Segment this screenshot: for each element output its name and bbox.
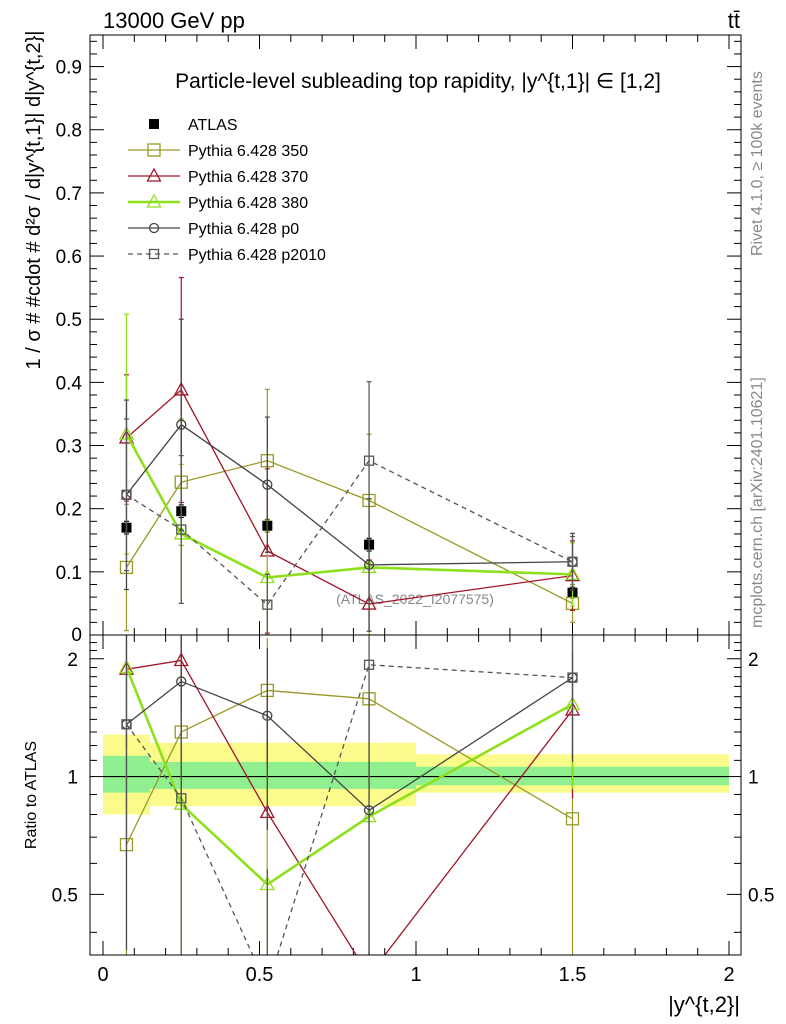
ratio-point-p2010 xyxy=(176,793,187,804)
ratio-y-tick-label: 2 xyxy=(67,650,78,671)
ratio-panel: 0.5 0.5 1 1 2 2 0 0.5 1 1.5 2 Ratio to ATLAS |y^{t… xyxy=(23,634,774,1017)
x-tick-label: 0.5 xyxy=(246,964,274,986)
main-y-tick-label: 0.1 xyxy=(56,563,82,584)
ratio-y-tick-label: 1 xyxy=(67,768,78,789)
main-y-tick-label: 0.6 xyxy=(56,247,82,268)
legend: ATLAS Pythia 6.428 350 Pythia 6.428 370 Pyt… xyxy=(128,117,326,264)
series-p380 xyxy=(118,313,581,635)
ratio-point-p2010 xyxy=(363,659,375,670)
series-line-p380 xyxy=(125,433,573,579)
ratio-point-p0 xyxy=(176,676,187,687)
main-y-tick-label: 0.8 xyxy=(56,121,82,142)
ratio-point-p2010 xyxy=(567,672,578,683)
main-y-tick-label: 0.5 xyxy=(56,310,82,331)
chart-title: Particle-level subleading top rapidity, … xyxy=(175,70,661,93)
ratio-y-tick-label-right: 0.5 xyxy=(748,885,774,906)
ratio-point-p350 xyxy=(565,812,580,826)
legend-marker-p0 xyxy=(148,222,160,234)
legend-label-p2010: Pythia 6.428 p2010 xyxy=(188,247,326,264)
main-y-axis-label: 1 / σ # #cdot # d²σ / d|y^{t,1}| d|y^{t,… xyxy=(23,31,45,370)
ratio-y-tick-label-right: 2 xyxy=(748,650,759,671)
main-y-tick-label: 0.3 xyxy=(56,437,82,458)
legend-label-data: ATLAS xyxy=(188,117,238,134)
series-line-p2010 xyxy=(126,459,573,606)
data-point-p2010 xyxy=(176,524,187,535)
main-y-tick-label: 0.4 xyxy=(56,373,83,394)
ratio-y-tick-label: 0.5 xyxy=(52,885,78,906)
series-line-p350 xyxy=(125,460,573,605)
series-data xyxy=(121,504,578,599)
data-point-p2010 xyxy=(567,556,578,567)
ratio-point-p2010 xyxy=(121,719,132,730)
x-tick-label: 1.5 xyxy=(559,964,587,986)
main-y-tick-label: 0.2 xyxy=(56,500,82,521)
legend-marker-p350 xyxy=(147,143,161,157)
legend-marker-p2010 xyxy=(148,248,160,260)
main-y-tick-label: 0.7 xyxy=(56,184,82,205)
legend-label-p370: Pythia 6.428 370 xyxy=(188,169,308,186)
mcplots-label: mcplots.cern.ch [arXiv:2401.10621] xyxy=(749,377,766,628)
energy-label: 13000 GeV pp xyxy=(103,8,245,33)
legend-label-p380: Pythia 6.428 380 xyxy=(188,195,308,212)
ratio-point-p0 xyxy=(363,805,375,816)
main-y-zero-label: 0 xyxy=(71,625,82,646)
data-point-p0 xyxy=(176,419,187,430)
data-point-p2010 xyxy=(121,489,132,500)
main-y-tick-label: 0.9 xyxy=(56,58,82,79)
ratio-line-p370 xyxy=(126,659,574,955)
ratio-line-p2010 xyxy=(125,664,573,955)
legend-marker-data xyxy=(149,119,159,129)
main-panel: 0.10.20.30.40.50.60.70.80.90 (ATLAS_2022… xyxy=(23,31,742,646)
series-line-p0 xyxy=(125,423,573,566)
data-point-p2010 xyxy=(363,455,375,466)
series-p2010 xyxy=(121,381,578,635)
x-axis-label: |y^{t,2}| xyxy=(668,992,740,1017)
process-label: tt̄ xyxy=(728,8,740,33)
legend-label-p350: Pythia 6.428 350 xyxy=(188,143,308,160)
x-tick-label: 1 xyxy=(410,964,421,986)
ratio-y-tick-label-right: 1 xyxy=(748,768,759,789)
legend-marker-p370 xyxy=(146,167,162,182)
legend-marker-p380 xyxy=(146,193,162,208)
ratio-frame xyxy=(89,634,742,956)
x-tick-label: 0 xyxy=(97,964,108,986)
ratio-point-p0 xyxy=(262,710,273,721)
data-point-p2010 xyxy=(262,599,273,610)
data-point-p0 xyxy=(363,559,375,571)
legend-label-p0: Pythia 6.428 p0 xyxy=(188,221,299,238)
data-point-p0 xyxy=(262,479,273,490)
x-tick-label: 2 xyxy=(723,964,734,986)
rivet-label: Rivet 4.1.0, ≥ 100k events xyxy=(749,71,766,256)
ratio-series-p2010 xyxy=(121,635,578,955)
series-p370 xyxy=(118,276,581,635)
ratio-y-axis-label: Ratio to ATLAS xyxy=(23,741,40,849)
